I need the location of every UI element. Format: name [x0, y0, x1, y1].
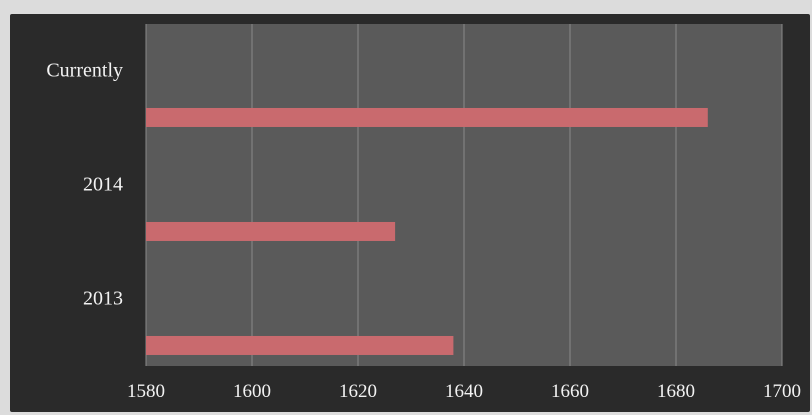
y-category-label: Currently — [46, 60, 123, 82]
bar-currently — [146, 107, 708, 127]
x-tick-label: 1680 — [657, 381, 695, 402]
y-axis-category-labels: 2013 2014 Currently — [46, 60, 123, 310]
x-tick-label: 1580 — [127, 381, 165, 402]
x-tick-label: 1640 — [445, 381, 483, 402]
bar-2013 — [146, 335, 454, 355]
y-category-label: 2013 — [83, 288, 123, 310]
bars — [146, 107, 708, 355]
bar-2014 — [146, 221, 396, 241]
x-axis-tick-labels: 1580 1600 1620 1640 1660 1680 1700 — [127, 381, 801, 402]
x-tick-label: 1700 — [763, 381, 801, 402]
y-category-label: 2014 — [83, 174, 123, 196]
gridlines — [145, 24, 783, 366]
x-tick-label: 1660 — [551, 381, 589, 402]
x-tick-label: 1600 — [233, 381, 271, 402]
x-tick-label: 1620 — [339, 381, 377, 402]
